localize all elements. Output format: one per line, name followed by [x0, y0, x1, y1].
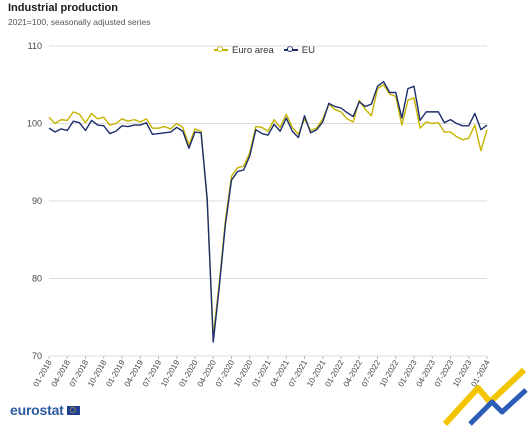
- y-tick-label: 70: [32, 351, 42, 361]
- eurostat-logo: eurostat: [10, 402, 80, 418]
- eu-flag-icon: [66, 405, 80, 415]
- legend-label-euro-area: Euro area: [232, 44, 274, 56]
- series-line-eu: [48, 80, 488, 343]
- series-line-euro-area: [48, 84, 488, 338]
- chart-title: Industrial production: [8, 2, 118, 14]
- y-tick-label: 90: [32, 196, 42, 206]
- chart-subtitle: 2021=100, seasonally adjusted series: [8, 17, 151, 27]
- legend-label-eu: EU: [301, 44, 315, 56]
- y-tick-label: 100: [27, 119, 42, 129]
- y-tick-label: 80: [32, 274, 42, 284]
- logo-text: eurostat: [10, 402, 64, 418]
- y-tick-label: 110: [28, 41, 42, 51]
- eurostat-swoosh-icon: [442, 368, 528, 427]
